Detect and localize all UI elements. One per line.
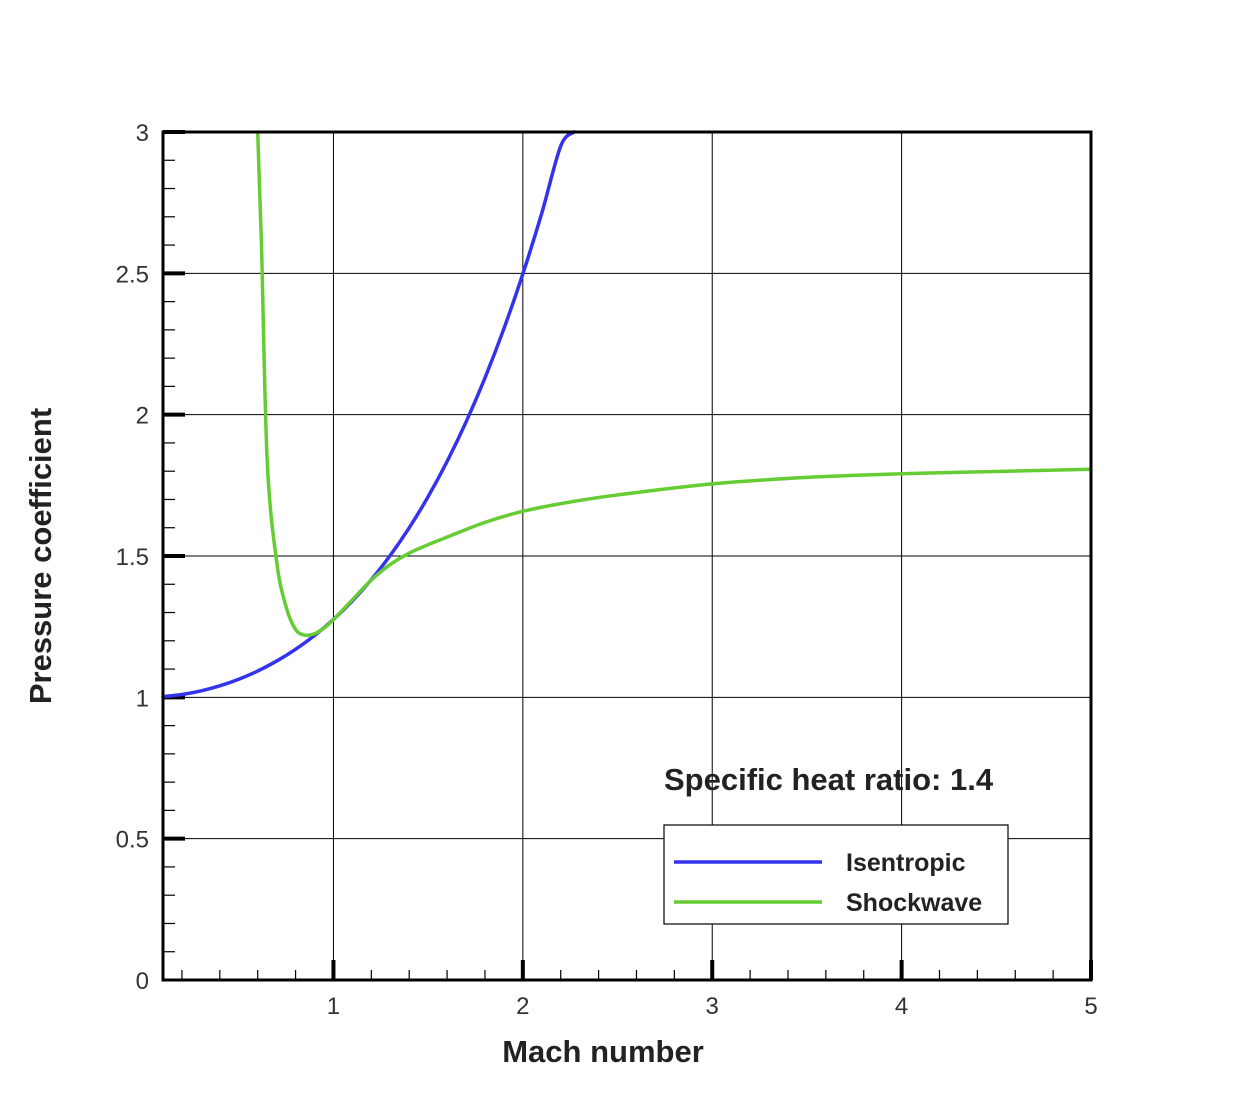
legend-label-shockwave: Shockwave — [846, 889, 982, 917]
y-tick-label: 2 — [136, 403, 149, 430]
x-tick-label: 4 — [895, 993, 908, 1020]
plot-frame — [161, 130, 1093, 982]
legend-box — [663, 824, 1009, 925]
x-tick-label: 5 — [1084, 993, 1097, 1020]
x-tick-label: 2 — [516, 993, 529, 1020]
specific-heat-annotation: Specific heat ratio: 1.4 — [664, 762, 994, 797]
y-tick-label: 1 — [136, 685, 149, 712]
y-tick-label: 0 — [136, 968, 149, 995]
y-axis-title: Pressure coefficient — [23, 408, 58, 704]
series-line-shockwave — [255, 130, 1093, 638]
minor-ticks — [163, 159, 1054, 980]
y-tick-label: 2.5 — [116, 261, 149, 288]
x-tick-label: 3 — [706, 993, 719, 1020]
legend-label-isentropic: Isentropic — [846, 849, 966, 877]
legend: Isentropic Shockwave — [663, 824, 1009, 925]
tick-labels: 1 2 3 4 5 0 0.5 1 1.5 2 2.5 3 — [116, 120, 1098, 1020]
x-axis-title: Mach number — [502, 1034, 704, 1069]
y-tick-label: 3 — [136, 120, 149, 147]
x-tick-label: 1 — [327, 993, 340, 1020]
series-lines — [161, 130, 1093, 699]
y-tick-label: 0.5 — [116, 827, 149, 854]
y-tick-label: 1.5 — [116, 544, 149, 571]
